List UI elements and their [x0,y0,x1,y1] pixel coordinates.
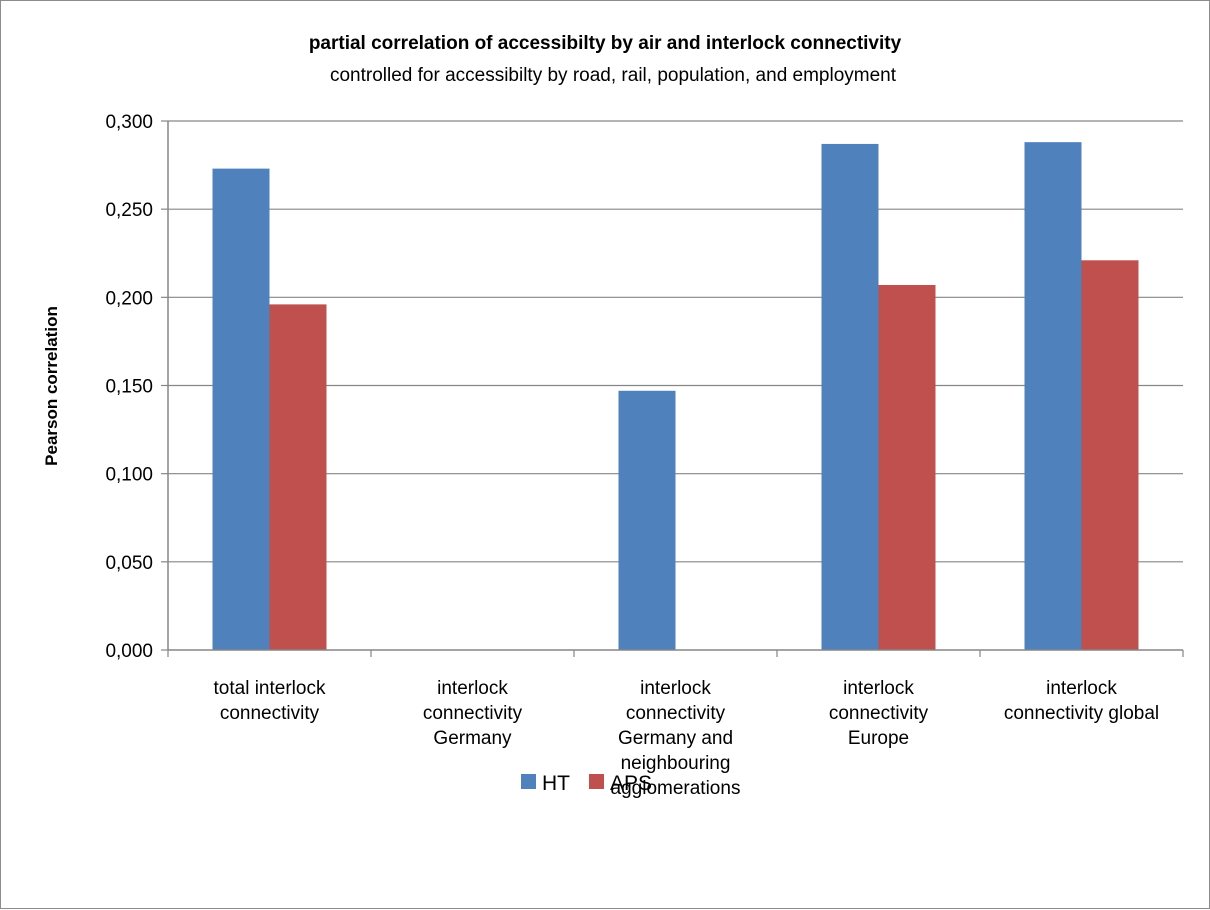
x-tick-label: interlock connectivity Germany [423,678,523,749]
y-tick-label: 0,200 [105,288,153,309]
bar-aps [269,304,327,650]
y-tick-label: 0,100 [105,465,153,486]
x-tick-label: interlock connectivity Europe [829,678,929,749]
bar-aps [1081,260,1139,650]
bar-ht [1024,142,1082,650]
chart-subtitle: controlled for accessibilty by road, rai… [330,65,897,86]
y-tick-label: 0,150 [105,377,153,398]
bar-ht [212,168,270,651]
y-axis-ticks: 0,000 0,050 0,100 0,150 0,200 0,250 0,300 [105,112,153,662]
x-tick-label: total interlock connectivity [214,678,326,724]
bar-aps [878,284,936,650]
legend: HT APS [521,772,652,795]
legend-swatch-aps [589,774,604,789]
legend-swatch-ht [521,774,536,789]
y-axis-label: Pearson correlation [42,306,61,466]
gridlines [161,120,1183,651]
bars [212,142,1139,651]
x-axis-ticks: total interlock connectivity interlock conn… [167,650,1184,799]
bar-ht [821,143,879,650]
y-tick-label: 0,050 [105,553,153,574]
y-tick-label: 0,300 [105,112,153,133]
x-tick-label: interlock connectivity global [1004,678,1159,724]
y-tick-label: 0,250 [105,200,153,221]
bar-ht [618,390,676,650]
legend-label-ht: HT [542,772,570,795]
legend-label-aps: APS [610,772,652,795]
chart-title: partial correlation of accessibilty by a… [309,33,902,54]
x-tick-label: interlock connectivity Germany and neighbou… [611,678,741,799]
y-tick-label: 0,000 [105,641,153,662]
